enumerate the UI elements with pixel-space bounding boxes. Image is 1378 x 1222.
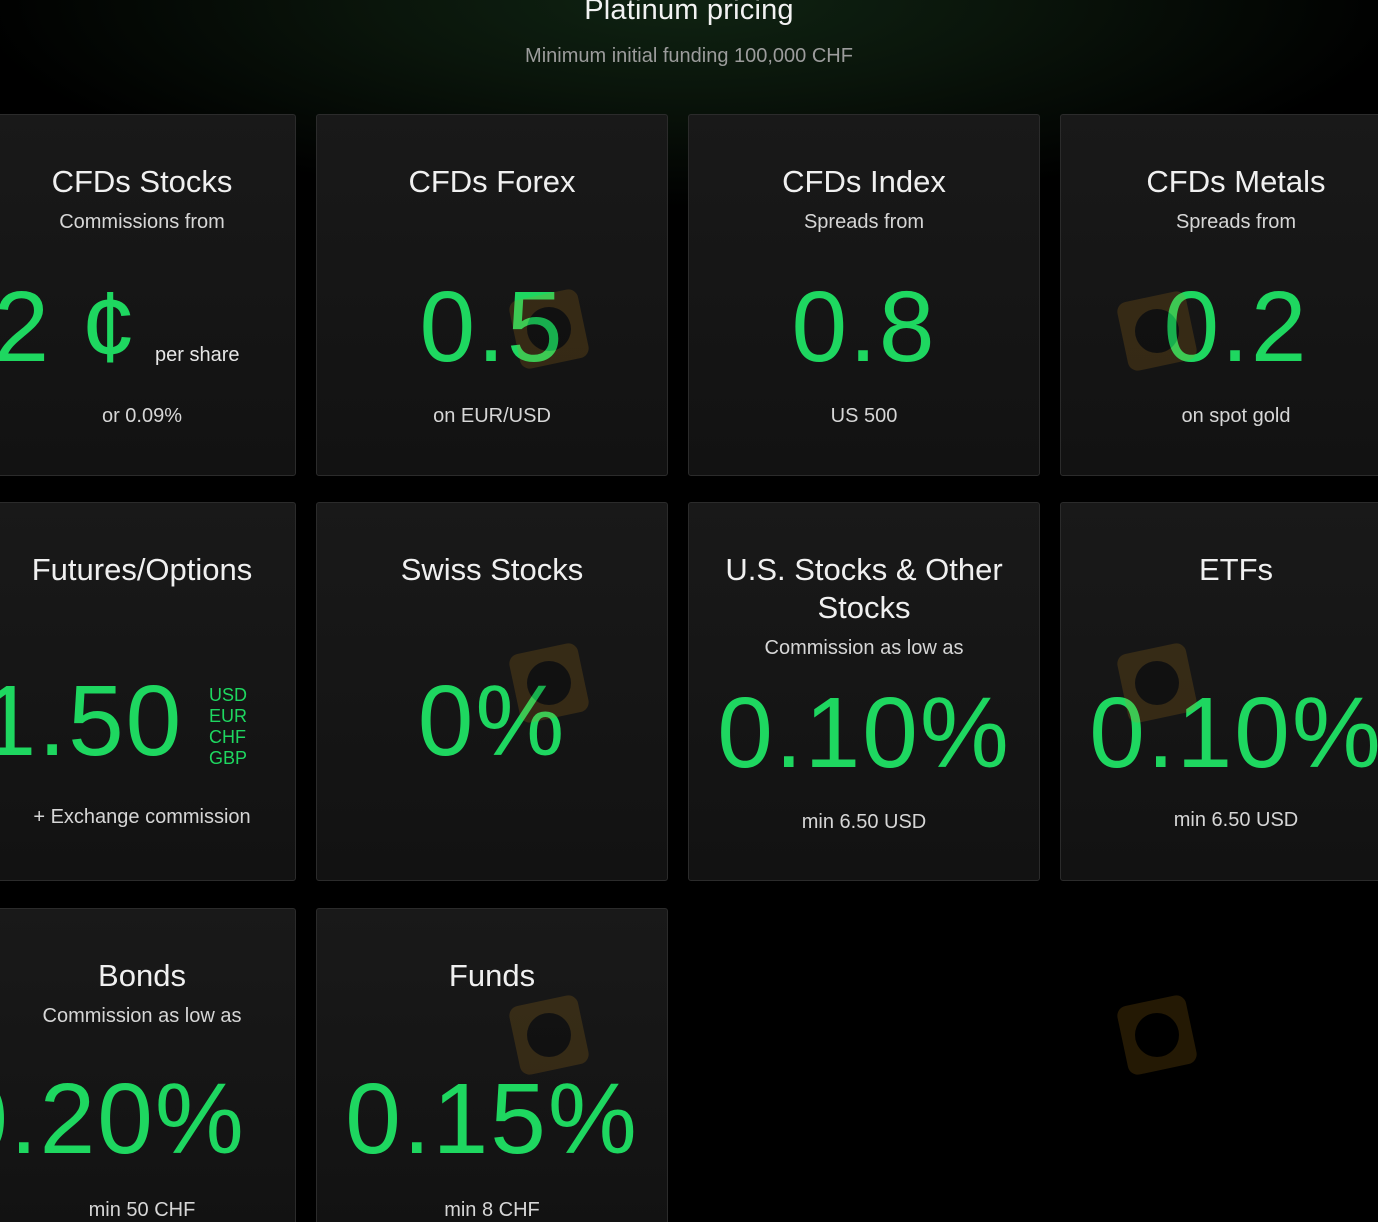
currency-gbp: GBP <box>209 748 248 768</box>
card-bonds[interactable]: Bonds Commission as low as 0.20% min 50 … <box>0 908 296 1222</box>
card-funds[interactable]: Funds 0.15% min 8 CHF <box>316 908 668 1222</box>
card-subtitle: Commissions from <box>59 211 225 233</box>
card-title: Bonds <box>98 958 186 993</box>
card-title: Futures/Options <box>31 552 253 587</box>
card-futures-options[interactable]: Futures/Options 1.50 USD EUR CHF GBP + E… <box>0 502 296 881</box>
card-title: Funds <box>448 958 536 993</box>
watermark <box>1116 994 1198 1081</box>
card-value: 0.10% <box>1089 677 1378 789</box>
card-title: CFDs Forex <box>408 164 576 199</box>
card-note: min 50 CHF <box>88 1199 196 1221</box>
currency-list: USD EUR CHF GBP <box>209 685 247 769</box>
card-cfds-forex[interactable]: CFDs Forex 0.5 on EUR/USD <box>316 114 668 476</box>
card-title: ETFs <box>1198 552 1274 587</box>
eagle-logo-icon <box>1117 995 1197 1075</box>
card-cfds-stocks[interactable]: CFDs Stocks Commissions from 2 ¢ per sha… <box>0 114 296 476</box>
card-value: 0.10% <box>717 677 1011 789</box>
card-title: CFDs Index <box>782 164 946 199</box>
card-subtitle: Commission as low as <box>42 1005 242 1027</box>
currency-usd: USD <box>209 685 248 705</box>
card-value: 1.50 <box>0 665 184 777</box>
card-note: on EUR/USD <box>433 405 551 427</box>
page-subtitle: Minimum initial funding 100,000 CHF <box>525 45 853 67</box>
card-note: US 500 <box>830 405 898 427</box>
card-value: 2 ¢ <box>0 271 139 383</box>
card-value: 0.8 <box>791 271 937 383</box>
currency-eur: EUR <box>209 706 248 726</box>
card-swiss-stocks[interactable]: Swiss Stocks 0% <box>316 502 668 881</box>
card-etfs[interactable]: ETFs 0.10% min 6.50 USD <box>1060 502 1378 881</box>
card-value: 0% <box>417 665 567 777</box>
currency-chf: CHF <box>209 727 246 747</box>
card-value: 0.20% <box>0 1063 246 1175</box>
card-title: CFDs Stocks <box>51 164 233 199</box>
card-note: or 0.09% <box>101 405 183 427</box>
card-subtitle: Spreads from <box>1175 211 1297 233</box>
card-note: on spot gold <box>1181 405 1291 427</box>
card-note: min 8 CHF <box>444 1199 540 1221</box>
card-cfds-index[interactable]: CFDs Index Spreads from 0.8 US 500 <box>688 114 1040 476</box>
card-unit: per share <box>155 344 240 366</box>
card-title-line2: Stocks <box>817 590 911 625</box>
card-title: Swiss Stocks <box>400 552 584 587</box>
card-note: min 6.50 USD <box>1173 809 1299 831</box>
card-us-stocks[interactable]: U.S. Stocks & Other Stocks Commission as… <box>688 502 1040 881</box>
card-title: CFDs Metals <box>1146 164 1326 199</box>
card-value: 0.2 <box>1163 271 1309 383</box>
card-subtitle: Spreads from <box>803 211 925 233</box>
card-title-line1: U.S. Stocks & Other <box>725 552 1003 587</box>
card-note: + Exchange commission <box>33 806 251 828</box>
card-value: 0.5 <box>419 271 565 383</box>
card-subtitle: Commission as low as <box>764 637 964 659</box>
page-title: Platinum pricing <box>584 0 794 26</box>
card-note: min 6.50 USD <box>801 811 927 833</box>
card-cfds-metals[interactable]: CFDs Metals Spreads from 0.2 on spot gol… <box>1060 114 1378 476</box>
card-value: 0.15% <box>345 1063 639 1175</box>
